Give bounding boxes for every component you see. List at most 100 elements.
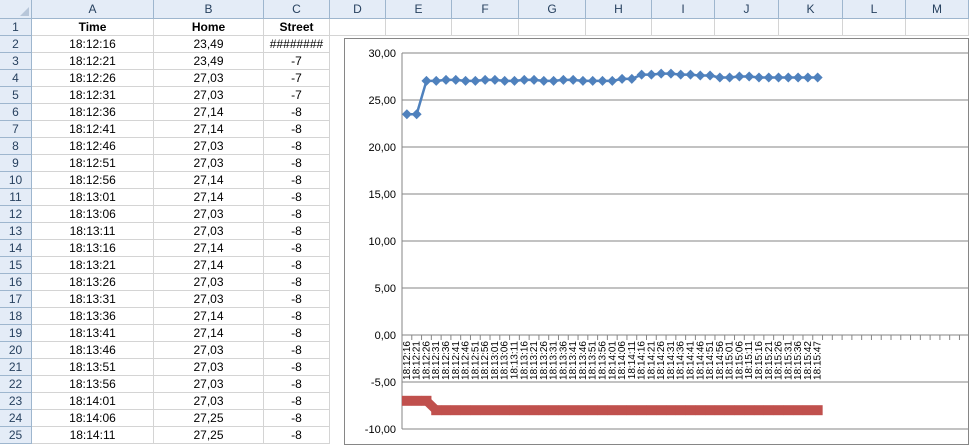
cell-street[interactable]: -8 xyxy=(264,393,330,410)
cell-time[interactable]: 18:13:36 xyxy=(32,308,154,325)
row-header-12[interactable]: 12 xyxy=(0,206,32,223)
cell-street[interactable]: -8 xyxy=(264,240,330,257)
cell-home[interactable]: 27,14 xyxy=(154,257,264,274)
cell-time[interactable]: 18:12:21 xyxy=(32,53,154,70)
column-header-i[interactable]: I xyxy=(652,0,715,19)
row-header-1[interactable]: 1 xyxy=(0,19,32,36)
cell-street[interactable]: -8 xyxy=(264,274,330,291)
empty-cell[interactable] xyxy=(519,19,586,36)
cell-time[interactable]: 18:13:11 xyxy=(32,223,154,240)
select-all-corner[interactable] xyxy=(0,0,32,19)
header-cell-home[interactable]: Home xyxy=(154,19,264,36)
cell-time[interactable]: 18:13:46 xyxy=(32,342,154,359)
cell-time[interactable]: 18:14:11 xyxy=(32,427,154,444)
row-header-21[interactable]: 21 xyxy=(0,359,32,376)
cell-home[interactable]: 27,14 xyxy=(154,308,264,325)
row-header-25[interactable]: 25 xyxy=(0,427,32,444)
cell-street[interactable]: -8 xyxy=(264,291,330,308)
row-header-8[interactable]: 8 xyxy=(0,138,32,155)
row-header-17[interactable]: 17 xyxy=(0,291,32,308)
cell-street[interactable]: -8 xyxy=(264,104,330,121)
cell-street[interactable]: -8 xyxy=(264,325,330,342)
row-header-14[interactable]: 14 xyxy=(0,240,32,257)
row-header-23[interactable]: 23 xyxy=(0,393,32,410)
cell-home[interactable]: 27,03 xyxy=(154,138,264,155)
cell-time[interactable]: 18:13:21 xyxy=(32,257,154,274)
cell-home[interactable]: 27,14 xyxy=(154,189,264,206)
cell-home[interactable]: 27,03 xyxy=(154,359,264,376)
cell-street[interactable]: -8 xyxy=(264,223,330,240)
header-cell-time[interactable]: Time xyxy=(32,19,154,36)
cell-time[interactable]: 18:12:16 xyxy=(32,36,154,53)
cell-street[interactable]: -8 xyxy=(264,410,330,427)
column-header-a[interactable]: A xyxy=(32,0,154,19)
cell-time[interactable]: 18:13:41 xyxy=(32,325,154,342)
cell-street[interactable]: -8 xyxy=(264,189,330,206)
empty-cell[interactable] xyxy=(715,19,779,36)
column-header-d[interactable]: D xyxy=(330,0,386,19)
row-header-24[interactable]: 24 xyxy=(0,410,32,427)
cell-street[interactable]: -8 xyxy=(264,257,330,274)
row-header-13[interactable]: 13 xyxy=(0,223,32,240)
cell-time[interactable]: 18:13:31 xyxy=(32,291,154,308)
empty-cell[interactable] xyxy=(586,19,652,36)
row-header-18[interactable]: 18 xyxy=(0,308,32,325)
cell-home[interactable]: 27,03 xyxy=(154,274,264,291)
row-header-5[interactable]: 5 xyxy=(0,87,32,104)
cell-time[interactable]: 18:14:01 xyxy=(32,393,154,410)
cell-home[interactable]: 23,49 xyxy=(154,36,264,53)
row-header-2[interactable]: 2 xyxy=(0,36,32,53)
cell-home[interactable]: 27,03 xyxy=(154,291,264,308)
cell-home[interactable]: 27,03 xyxy=(154,393,264,410)
column-header-e[interactable]: E xyxy=(386,0,452,19)
cell-home[interactable]: 27,03 xyxy=(154,223,264,240)
row-header-22[interactable]: 22 xyxy=(0,376,32,393)
cell-street[interactable]: -8 xyxy=(264,359,330,376)
cell-home[interactable]: 27,14 xyxy=(154,325,264,342)
cell-time[interactable]: 18:14:06 xyxy=(32,410,154,427)
cell-street[interactable]: -8 xyxy=(264,376,330,393)
column-header-m[interactable]: M xyxy=(906,0,969,19)
column-header-c[interactable]: C xyxy=(264,0,330,19)
cell-time[interactable]: 18:12:46 xyxy=(32,138,154,155)
cell-time[interactable]: 18:13:56 xyxy=(32,376,154,393)
cell-time[interactable]: 18:12:56 xyxy=(32,172,154,189)
row-header-15[interactable]: 15 xyxy=(0,257,32,274)
cell-time[interactable]: 18:13:26 xyxy=(32,274,154,291)
cell-street[interactable]: -7 xyxy=(264,87,330,104)
cell-time[interactable]: 18:13:01 xyxy=(32,189,154,206)
cell-home[interactable]: 27,03 xyxy=(154,342,264,359)
cell-street[interactable]: -8 xyxy=(264,308,330,325)
cell-home[interactable]: 27,14 xyxy=(154,172,264,189)
column-header-g[interactable]: G xyxy=(519,0,586,19)
cell-home[interactable]: 23,49 xyxy=(154,53,264,70)
cell-time[interactable]: 18:12:31 xyxy=(32,87,154,104)
cell-street[interactable]: -8 xyxy=(264,121,330,138)
cell-time[interactable]: 18:12:51 xyxy=(32,155,154,172)
cell-home[interactable]: 27,25 xyxy=(154,427,264,444)
empty-cell[interactable] xyxy=(906,19,969,36)
cell-street[interactable]: -7 xyxy=(264,70,330,87)
cell-street[interactable]: -8 xyxy=(264,427,330,444)
cell-time[interactable]: 18:12:36 xyxy=(32,104,154,121)
cell-time[interactable]: 18:12:26 xyxy=(32,70,154,87)
row-header-9[interactable]: 9 xyxy=(0,155,32,172)
cell-home[interactable]: 27,03 xyxy=(154,376,264,393)
empty-cell[interactable] xyxy=(779,19,843,36)
cell-street[interactable]: -7 xyxy=(264,53,330,70)
row-header-19[interactable]: 19 xyxy=(0,325,32,342)
cell-time[interactable]: 18:13:06 xyxy=(32,206,154,223)
row-header-3[interactable]: 3 xyxy=(0,53,32,70)
column-header-b[interactable]: B xyxy=(154,0,264,19)
empty-cell[interactable] xyxy=(330,19,386,36)
cell-time[interactable]: 18:13:51 xyxy=(32,359,154,376)
column-header-h[interactable]: H xyxy=(586,0,652,19)
cell-home[interactable]: 27,03 xyxy=(154,206,264,223)
row-header-7[interactable]: 7 xyxy=(0,121,32,138)
column-header-l[interactable]: L xyxy=(843,0,906,19)
row-header-11[interactable]: 11 xyxy=(0,189,32,206)
column-header-j[interactable]: J xyxy=(715,0,779,19)
cell-time[interactable]: 18:12:41 xyxy=(32,121,154,138)
line-chart[interactable]: -10,00 -5,00 0,00 5,00 10,00 15,00 20,00 25,00 3… xyxy=(344,38,969,445)
row-header-6[interactable]: 6 xyxy=(0,104,32,121)
